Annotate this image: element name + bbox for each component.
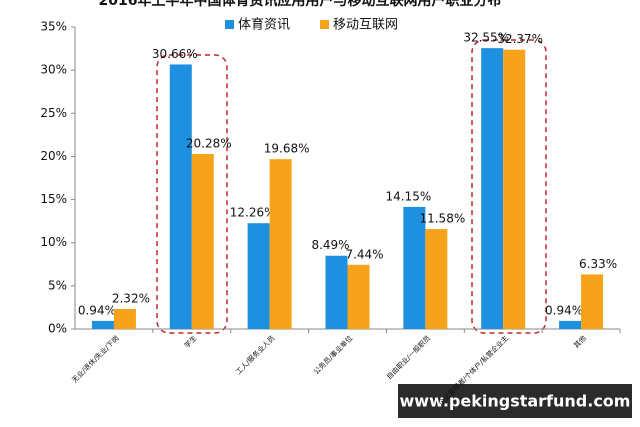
watermark-banner: [398, 384, 632, 418]
y-tick-label: 25%: [40, 106, 67, 120]
y-tick-label: 30%: [40, 63, 67, 77]
value-label: 0.94%: [545, 303, 583, 317]
y-tick-label: 15%: [40, 192, 67, 206]
value-label: 8.49%: [311, 238, 349, 252]
y-tick-label: 5%: [48, 278, 67, 292]
value-label: 12.26%: [230, 206, 276, 220]
bar: [269, 159, 292, 329]
value-label: 7.44%: [345, 247, 383, 261]
y-tick-label: 20%: [40, 149, 67, 163]
bar: [581, 274, 604, 329]
chart-title: 2016年上半年中国体育资讯应用用户与移动互联网用户职业分布: [99, 0, 502, 9]
bar: [191, 154, 214, 329]
bar: [403, 206, 426, 329]
value-label: 0.94%: [78, 303, 116, 317]
value-label: 19.68%: [264, 142, 310, 156]
value-label: 11.58%: [419, 212, 465, 226]
value-label: 20.28%: [186, 137, 232, 151]
legend-swatch: [225, 20, 234, 29]
bar: [481, 48, 504, 329]
value-label: 14.15%: [385, 189, 431, 203]
value-label: 32.37%: [497, 32, 543, 46]
bar: [113, 308, 136, 329]
y-tick-label: 35%: [40, 20, 67, 34]
bar: [425, 229, 448, 329]
bar: [347, 264, 370, 329]
bar: [169, 64, 192, 329]
value-label: 32.55%: [463, 31, 509, 45]
legend-label: 移动互联网: [333, 18, 398, 33]
bar: [559, 320, 582, 329]
bar: [247, 223, 270, 329]
bar: [325, 255, 348, 329]
highlight-box: [156, 54, 228, 334]
y-tick-label: 10%: [40, 235, 67, 249]
legend-label: 体育资讯: [238, 17, 290, 33]
y-tick-label: 0%: [48, 322, 67, 336]
watermark: www.pekingstarfund.com: [400, 392, 631, 411]
value-label: 2.32%: [112, 291, 150, 305]
bar: [91, 320, 114, 329]
value-label: 30.66%: [152, 47, 198, 61]
value-label: 6.33%: [579, 257, 617, 271]
bar: [503, 49, 526, 329]
legend-swatch: [320, 20, 329, 29]
highlight-box: [471, 39, 547, 334]
